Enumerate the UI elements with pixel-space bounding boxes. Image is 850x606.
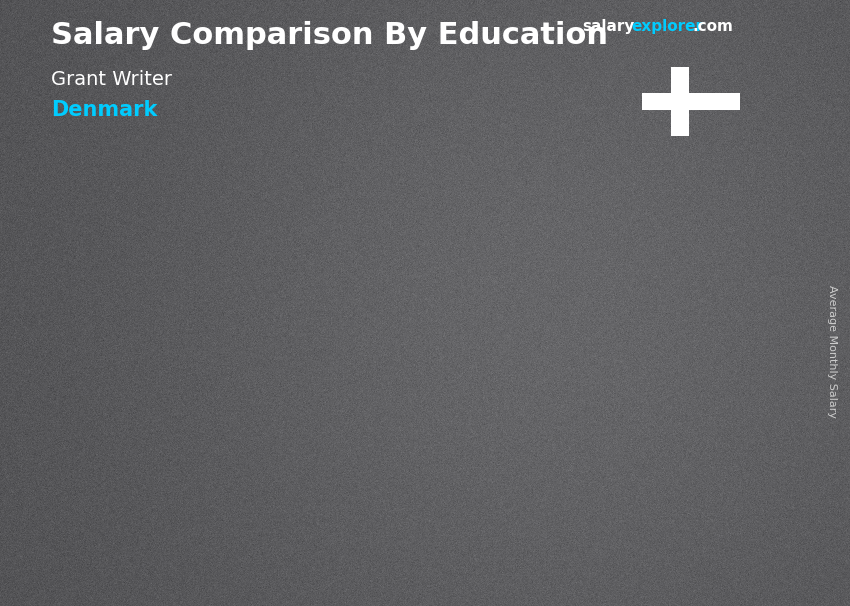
Text: .com: .com bbox=[693, 19, 734, 35]
Bar bbox=[129, 384, 227, 527]
Bar bbox=[672, 67, 688, 136]
Polygon shape bbox=[457, 322, 474, 527]
Text: 18,100 DKK: 18,100 DKK bbox=[359, 296, 458, 311]
Text: Salary Comparison By Education: Salary Comparison By Education bbox=[51, 21, 608, 50]
Text: Average Monthly Salary: Average Monthly Salary bbox=[827, 285, 837, 418]
Text: salary: salary bbox=[582, 19, 635, 35]
Bar bbox=[642, 93, 740, 110]
Bar bbox=[360, 322, 457, 527]
Text: Grant Writer: Grant Writer bbox=[51, 70, 172, 88]
Text: explorer: explorer bbox=[632, 19, 704, 35]
Polygon shape bbox=[227, 384, 243, 527]
Bar bbox=[592, 243, 688, 527]
Text: 25,000 DKK: 25,000 DKK bbox=[589, 218, 689, 233]
Text: +43%: +43% bbox=[198, 304, 288, 332]
Text: 12,600 DKK: 12,600 DKK bbox=[128, 359, 228, 374]
Text: +38%: +38% bbox=[429, 205, 518, 233]
Polygon shape bbox=[688, 243, 705, 527]
Text: Denmark: Denmark bbox=[51, 100, 157, 120]
